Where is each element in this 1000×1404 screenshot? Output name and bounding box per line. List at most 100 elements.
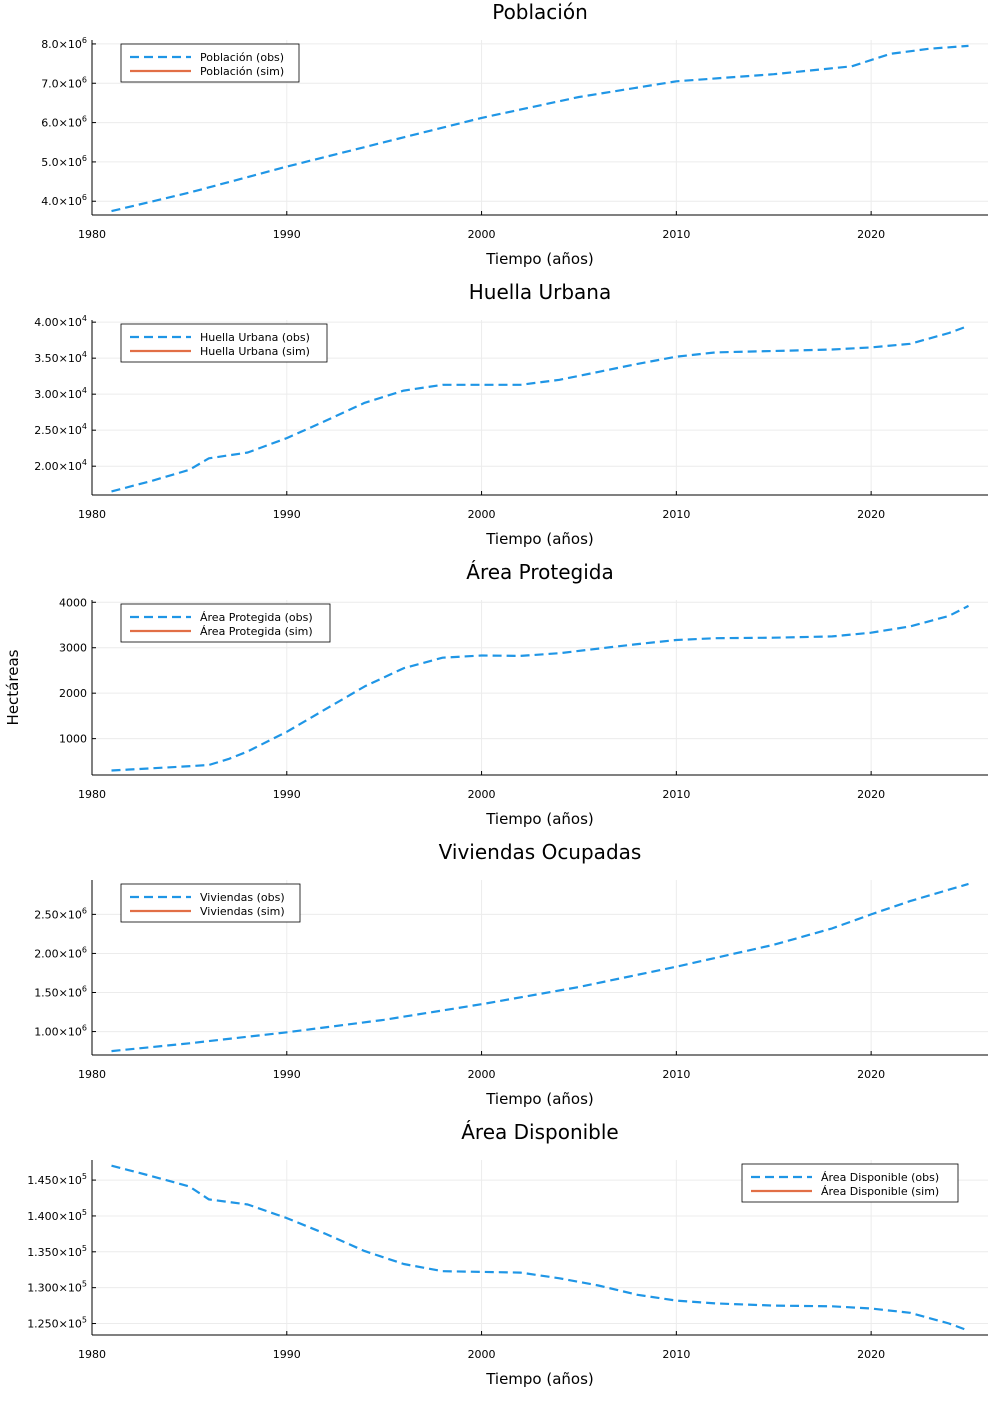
x-tick-label: 1990 <box>273 1348 301 1361</box>
y-tick-exponent: 6 <box>82 1024 87 1033</box>
y-tick-exponent: 5 <box>82 1172 87 1181</box>
y-tick-exponent: 6 <box>82 193 87 202</box>
x-tick-label: 1990 <box>273 508 301 521</box>
chart-panel-3: Área Protegida 1980 1990 2000 2010 2020 1000 20… <box>4 560 988 828</box>
y-tick-label: 3.50×104 <box>34 350 87 365</box>
y-tick-mantissa: 1.450×10 <box>27 1174 82 1187</box>
y-tick-label: 1000 <box>59 733 87 746</box>
x-tick-label: 2000 <box>468 788 496 801</box>
x-tick-label: 1990 <box>273 788 301 801</box>
y-tick-exponent: 4 <box>82 422 87 431</box>
x-axis-label: Tiempo (años) <box>485 1090 594 1108</box>
y-tick-label: 2.00×106 <box>34 945 87 960</box>
y-tick-label: 1.250×105 <box>27 1316 87 1331</box>
y-tick-mantissa: 1.400×10 <box>27 1210 82 1223</box>
legend-entry-sim: Viviendas (sim) <box>200 905 285 918</box>
chart-panel-5: Área Disponible 1980 1990 2000 2010 2020 1.250… <box>27 1120 988 1388</box>
legend-box <box>741 1163 959 1203</box>
x-tick-label: 2010 <box>662 228 690 241</box>
y-tick-exponent: 6 <box>82 985 87 994</box>
legend: Población (obs)Población (sim) <box>120 43 300 83</box>
y-tick-label: 1.350×105 <box>27 1244 87 1259</box>
y-tick-mantissa: 5.0×10 <box>41 156 82 169</box>
legend-box <box>120 323 328 363</box>
legend: Área Protegida (obs)Área Protegida (sim) <box>120 603 331 643</box>
y-tick-label: 2.00×104 <box>34 458 87 473</box>
chart-title: Viviendas Ocupadas <box>439 840 642 864</box>
y-tick-exponent: 6 <box>82 36 87 45</box>
y-tick-label: 8.0×106 <box>41 36 87 51</box>
y-tick-exponent: 4 <box>82 458 87 467</box>
x-tick-label: 2010 <box>662 788 690 801</box>
legend-entry-obs: Huella Urbana (obs) <box>200 331 310 344</box>
legend-entry-obs: Población (obs) <box>200 51 284 64</box>
x-axis-label: Tiempo (años) <box>485 250 594 268</box>
legend: Huella Urbana (obs)Huella Urbana (sim) <box>120 323 328 363</box>
chart-panel-2: Huella Urbana 1980 1990 2000 2010 2020 2.00×10… <box>34 280 988 548</box>
x-tick-label: 2010 <box>662 1348 690 1361</box>
y-tick-mantissa: 3000 <box>59 642 87 655</box>
x-tick-label: 2000 <box>468 1068 496 1081</box>
legend-box <box>120 603 331 643</box>
x-tick-label: 1980 <box>78 788 106 801</box>
x-tick-label: 1990 <box>273 228 301 241</box>
y-tick-exponent: 5 <box>82 1208 87 1217</box>
y-tick-label: 7.0×106 <box>41 75 87 90</box>
y-tick-label: 2.50×104 <box>34 422 87 437</box>
y-axis-label: Hectáreas <box>4 649 22 725</box>
chart-title: Huella Urbana <box>469 280 612 304</box>
x-tick-label: 2020 <box>857 788 885 801</box>
y-tick-mantissa: 4000 <box>59 596 87 609</box>
x-tick-label: 1980 <box>78 1348 106 1361</box>
y-tick-label: 2.50×106 <box>34 906 87 921</box>
y-tick-label: 6.0×106 <box>41 115 87 130</box>
x-tick-label: 2000 <box>468 228 496 241</box>
legend: Área Disponible (obs)Área Disponible (si… <box>741 1163 959 1203</box>
y-tick-mantissa: 1.250×10 <box>27 1318 82 1331</box>
x-tick-label: 1980 <box>78 508 106 521</box>
y-tick-label: 2000 <box>59 687 87 700</box>
y-tick-exponent: 6 <box>82 115 87 124</box>
y-tick-mantissa: 3.50×10 <box>34 352 82 365</box>
x-tick-label: 2020 <box>857 508 885 521</box>
legend-entry-sim: Área Protegida (sim) <box>200 625 313 638</box>
legend-entry-sim: Área Disponible (sim) <box>821 1185 939 1198</box>
y-tick-exponent: 5 <box>82 1280 87 1289</box>
y-tick-exponent: 4 <box>82 386 87 395</box>
chart-panel-4: Viviendas Ocupadas 1980 1990 2000 2010 2020 1.… <box>34 840 988 1108</box>
legend-box <box>120 43 300 83</box>
y-tick-mantissa: 6.0×10 <box>41 117 82 130</box>
x-tick-label: 2010 <box>662 508 690 521</box>
series-line-obs <box>111 324 969 493</box>
y-tick-mantissa: 2.50×10 <box>34 424 82 437</box>
x-tick-label: 1980 <box>78 228 106 241</box>
y-tick-label: 5.0×106 <box>41 154 87 169</box>
x-tick-label: 2000 <box>468 1348 496 1361</box>
y-tick-label: 4000 <box>59 596 87 609</box>
series-line-obs <box>111 1164 969 1332</box>
legend-entry-obs: Viviendas (obs) <box>200 891 285 904</box>
y-tick-label: 4.00×104 <box>34 314 87 329</box>
x-axis-label: Tiempo (años) <box>485 530 594 548</box>
y-tick-label: 1.300×105 <box>27 1280 87 1295</box>
y-tick-mantissa: 3.00×10 <box>34 388 82 401</box>
y-tick-mantissa: 8.0×10 <box>41 38 82 51</box>
y-tick-exponent: 6 <box>82 154 87 163</box>
y-tick-exponent: 6 <box>82 75 87 84</box>
chart-title: Área Protegida <box>466 560 613 584</box>
x-tick-label: 2020 <box>857 228 885 241</box>
x-tick-label: 2000 <box>468 508 496 521</box>
series-line-obs <box>111 604 970 772</box>
y-tick-mantissa: 2.50×10 <box>34 908 82 921</box>
x-tick-label: 2020 <box>857 1068 885 1081</box>
x-tick-label: 1980 <box>78 1068 106 1081</box>
y-tick-mantissa: 4.00×10 <box>34 316 82 329</box>
legend-entry-obs: Área Disponible (obs) <box>821 1171 939 1184</box>
y-tick-mantissa: 1000 <box>59 733 87 746</box>
y-tick-label: 3000 <box>59 642 87 655</box>
series-line-obs <box>111 882 969 1053</box>
y-tick-label: 1.50×106 <box>34 985 87 1000</box>
y-tick-mantissa: 4.0×10 <box>41 195 82 208</box>
